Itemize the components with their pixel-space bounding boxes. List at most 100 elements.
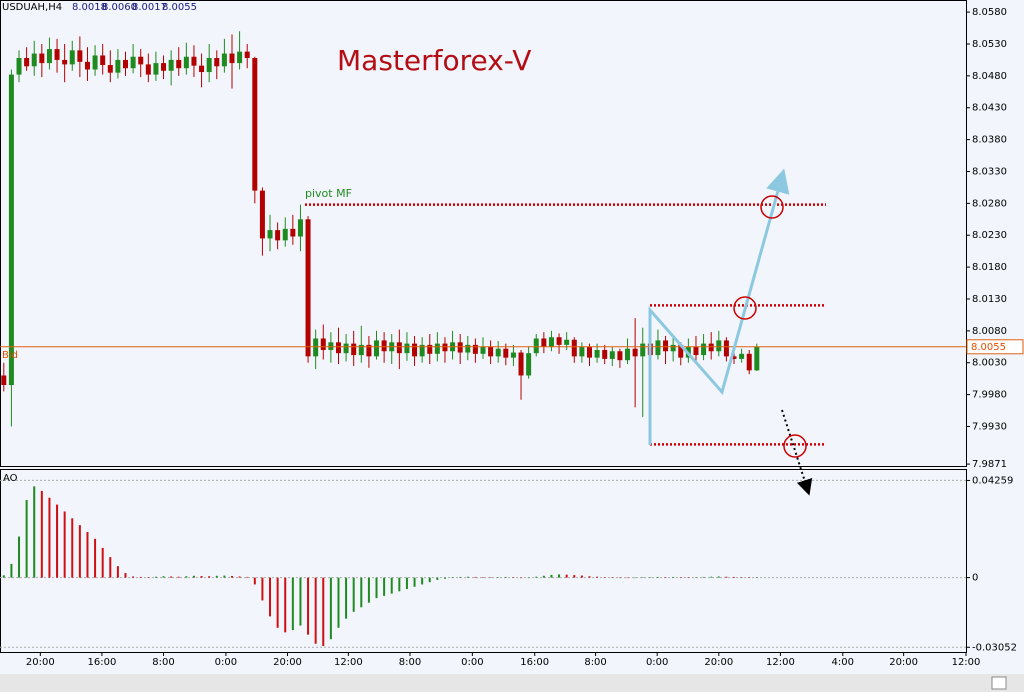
ao-bar — [291, 577, 294, 631]
candle-body — [625, 348, 631, 361]
scroll-thumb[interactable] — [991, 676, 1007, 690]
ao-bar — [634, 577, 637, 579]
ao-bar — [63, 511, 66, 578]
ao-bar — [116, 566, 119, 578]
candle-body — [655, 340, 661, 356]
ao-bar — [733, 576, 736, 578]
ao-bar — [520, 577, 523, 579]
candle-body — [488, 346, 494, 357]
ao-bar — [307, 577, 310, 635]
candle-body — [412, 343, 418, 357]
y-tick-label: 0 — [972, 573, 978, 584]
ao-bar — [565, 574, 568, 578]
ao-bar — [261, 577, 264, 601]
y-tick-label: 8.0480 — [972, 71, 1007, 82]
ao-bar — [550, 574, 553, 578]
ao-bar — [25, 500, 28, 578]
ao-bar — [345, 577, 348, 619]
ao-bar — [132, 576, 135, 578]
ao-bar — [748, 577, 751, 578]
candle-body — [701, 343, 707, 356]
ao-bar — [33, 486, 36, 578]
candle-body — [465, 344, 471, 353]
ao-bar — [390, 577, 393, 594]
x-tick-label: 0:00 — [646, 657, 668, 668]
ao-bar — [223, 575, 226, 578]
candle-body — [275, 230, 281, 241]
candle-body — [586, 346, 592, 358]
ao-bar — [664, 577, 667, 578]
ao-bar — [398, 577, 401, 592]
ao-bar — [162, 576, 165, 578]
ao-bar — [154, 576, 157, 578]
ao-bar — [710, 576, 713, 578]
candle-body — [54, 49, 60, 60]
ao-bar — [71, 518, 74, 578]
ao-bar — [383, 577, 386, 596]
candle-body — [39, 53, 45, 64]
ao-bar — [215, 575, 218, 578]
candle-body — [62, 59, 68, 65]
y-tick-label: 0.04259 — [972, 475, 1013, 486]
candle-body — [237, 51, 243, 64]
candle-body — [168, 59, 174, 71]
candle-body — [343, 343, 349, 354]
x-tick-label: 16:00 — [88, 657, 117, 668]
annotation: Masterforex-V — [337, 44, 531, 77]
ao-bar — [451, 577, 454, 578]
ao-bar — [489, 577, 492, 578]
candle-body — [548, 337, 554, 347]
ao-title: AO — [3, 473, 18, 484]
candle-body — [541, 338, 547, 347]
ohlc-value: 8.0060 — [102, 2, 137, 13]
ao-bar — [276, 577, 279, 628]
candle-body — [161, 63, 167, 71]
candle-body — [503, 348, 509, 358]
candle-body — [746, 353, 752, 371]
candle-body — [335, 342, 341, 354]
scrollbar[interactable] — [0, 674, 1024, 692]
candle-body — [739, 353, 745, 359]
ao-bar — [322, 577, 325, 647]
candle-body — [130, 56, 136, 69]
candle-body — [663, 340, 669, 352]
ao-bar — [672, 576, 675, 578]
candle-body — [229, 53, 235, 64]
candle-body — [632, 348, 638, 357]
candle-body — [564, 339, 570, 345]
ao-bar — [269, 577, 272, 617]
y-tick-label: -0.03052 — [972, 642, 1017, 653]
candle-body — [77, 50, 83, 62]
candle-body — [678, 344, 684, 358]
candle-body — [374, 340, 380, 357]
candle-body — [297, 219, 303, 237]
ao-bar — [2, 575, 5, 578]
ohlc-value: 8.0018 — [72, 2, 107, 13]
x-tick-label: 20:00 — [273, 657, 302, 668]
candle-body — [259, 190, 265, 239]
ao-bar — [694, 577, 697, 578]
x-tick-label: 12:00 — [766, 657, 795, 668]
candle-body — [267, 230, 273, 239]
candle-body — [480, 346, 486, 354]
y-tick-label: 8.0180 — [972, 262, 1007, 273]
ao-bar — [459, 576, 462, 578]
ao-bar — [687, 577, 690, 578]
ao-bar — [124, 573, 127, 578]
ao-bar — [626, 577, 629, 579]
ao-bar — [702, 576, 705, 578]
ao-bar — [208, 576, 211, 578]
x-tick-label: 16:00 — [520, 657, 549, 668]
ao-bar — [679, 577, 682, 578]
candle-body — [92, 55, 98, 70]
candle-body — [495, 348, 501, 357]
y-tick-label: 8.0080 — [972, 326, 1007, 337]
ao-bar — [755, 577, 758, 578]
candle-body — [434, 343, 440, 354]
candle-body — [153, 63, 159, 75]
ao-bar — [185, 576, 188, 578]
candle-body — [176, 59, 182, 69]
candle-body — [115, 59, 121, 73]
ao-bar — [139, 576, 142, 578]
ao-bar — [367, 577, 370, 603]
